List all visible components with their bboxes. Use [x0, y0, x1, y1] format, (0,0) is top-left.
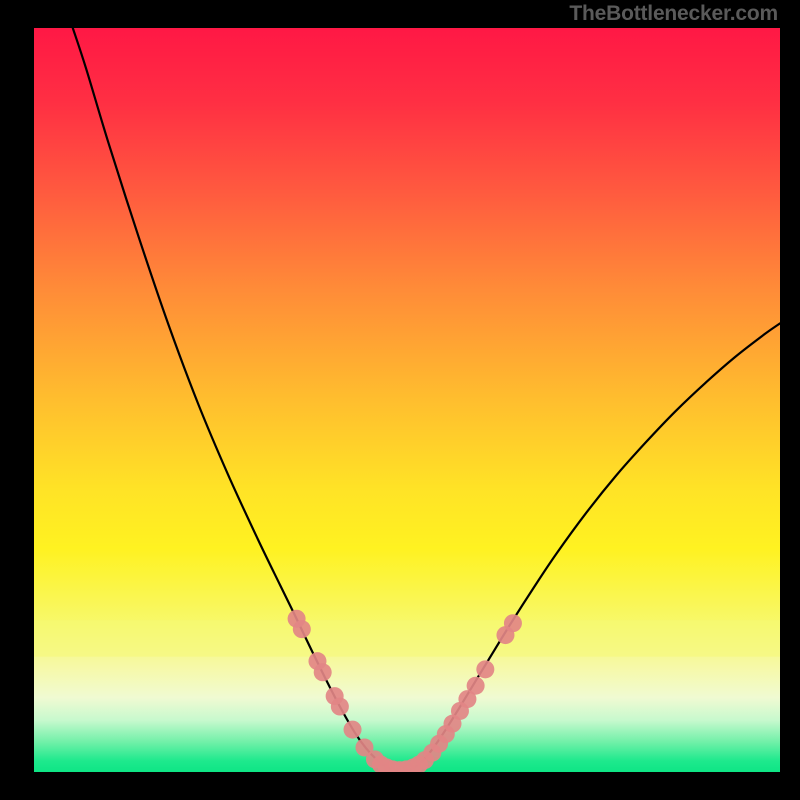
highlight-band [34, 620, 780, 656]
curve-marker [476, 660, 494, 678]
watermark-text: TheBottlenecker.com [569, 2, 778, 26]
curve-marker [331, 698, 349, 716]
curve-marker [293, 620, 311, 638]
curve-marker [344, 721, 362, 739]
chart-stage: TheBottlenecker.com [0, 0, 800, 800]
plot-background-gradient [34, 28, 780, 772]
bottleneck-curve-chart [0, 0, 800, 800]
curve-marker [504, 614, 522, 632]
curve-marker [314, 663, 332, 681]
curve-marker [467, 677, 485, 695]
